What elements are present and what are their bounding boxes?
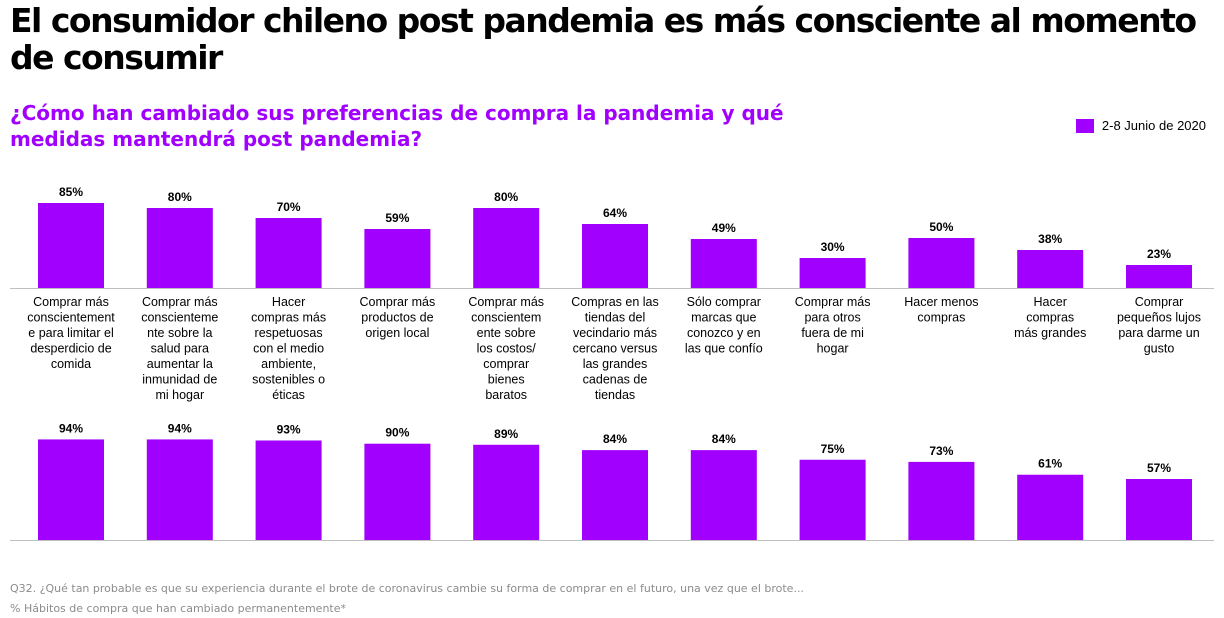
panel1-bar	[908, 238, 975, 288]
panel1-bar	[690, 239, 757, 288]
category-label: Compras en las tiendas del vecindario más c…	[571, 295, 659, 402]
panel1-bar	[1126, 265, 1192, 288]
panel2-bar	[364, 443, 431, 540]
panel1-value-label: 49%	[712, 221, 736, 235]
panel2-value-label: 90%	[385, 426, 409, 440]
panel1-bar	[582, 224, 648, 288]
panel1-value-label: 23%	[1147, 247, 1171, 261]
panel2-bar	[908, 461, 975, 540]
panel1-value-label: 70%	[277, 200, 301, 214]
panel2-value-label: 84%	[603, 432, 627, 446]
panel1-bar	[364, 229, 431, 288]
panel1-value-label: 64%	[603, 206, 627, 220]
legend-swatch	[1075, 118, 1094, 133]
panel2-bar	[582, 450, 648, 540]
panel2-bar	[1126, 479, 1192, 540]
category-label: Comprar pequeños lujos para darme un gusto	[1117, 295, 1201, 356]
panel2-bar	[1017, 474, 1084, 540]
panel2-value-label: 75%	[821, 442, 845, 456]
category-label: Hacer menos compras	[904, 295, 978, 325]
panel2-bar	[473, 444, 540, 540]
panel1-value-label: 38%	[1038, 232, 1062, 246]
category-label: Hacer compras más grandes	[1014, 295, 1086, 340]
category-label: Comprar más para otros fuera de mi hogar	[795, 295, 871, 356]
panel2-value-label: 94%	[59, 421, 83, 435]
panel1-value-label: 80%	[494, 190, 518, 204]
category-label: Comprar más conscientem ente sobre los cost…	[468, 295, 544, 402]
footnote-note: % Hábitos de compra que han cambiado per…	[10, 602, 347, 615]
footnote-question: Q32. ¿Qué tan probable es que su experie…	[10, 582, 804, 595]
panel1-value-label: 50%	[929, 220, 953, 234]
panel1-bar	[255, 218, 322, 288]
category-label: Sólo comprar marcas que conozco y en las qu…	[685, 295, 763, 356]
panel1-bar	[799, 258, 866, 288]
panel1-value-label: 85%	[59, 185, 83, 199]
panel2-bar	[38, 439, 104, 540]
panel1-value-label: 59%	[385, 211, 409, 225]
panel1-bar	[473, 208, 540, 288]
page-title: El consumidor chileno post pandemia es m…	[10, 1, 1197, 77]
panel2-value-label: 73%	[929, 444, 953, 458]
panel2-value-label: 57%	[1147, 461, 1171, 475]
panel2-bar	[146, 439, 213, 540]
panel2-value-label: 93%	[277, 422, 301, 436]
panel2-value-label: 89%	[494, 427, 518, 441]
legend-label: 2-8 Junio de 2020	[1101, 118, 1206, 133]
bar-chart: 85% Comprar más conscientement e para limit…	[10, 185, 1214, 541]
category-label: Comprar más conscienteme nte sobre la salud…	[141, 295, 218, 402]
category-label: Hacer compras más respetuosas con el medio a…	[251, 295, 326, 402]
chart-subtitle: ¿Cómo han cambiado sus preferencias de c…	[10, 101, 784, 151]
panel1-bar	[146, 208, 213, 288]
panel2-bar	[255, 440, 322, 540]
panel2-bar	[799, 459, 866, 540]
panel2-value-label: 94%	[168, 421, 192, 435]
panel1-bar	[38, 203, 104, 288]
panel1-value-label: 30%	[821, 240, 845, 254]
category-label: Comprar más productos de origen local	[360, 295, 436, 340]
panel2-value-label: 61%	[1038, 457, 1062, 471]
panel2-value-label: 84%	[712, 432, 736, 446]
panel1-value-label: 80%	[168, 190, 192, 204]
category-label: Comprar más conscientement e para limitar …	[27, 295, 115, 371]
panel1-bar	[1017, 250, 1084, 288]
chart-legend: 2-8 Junio de 2020	[1075, 118, 1206, 133]
panel2-bar	[690, 450, 757, 540]
